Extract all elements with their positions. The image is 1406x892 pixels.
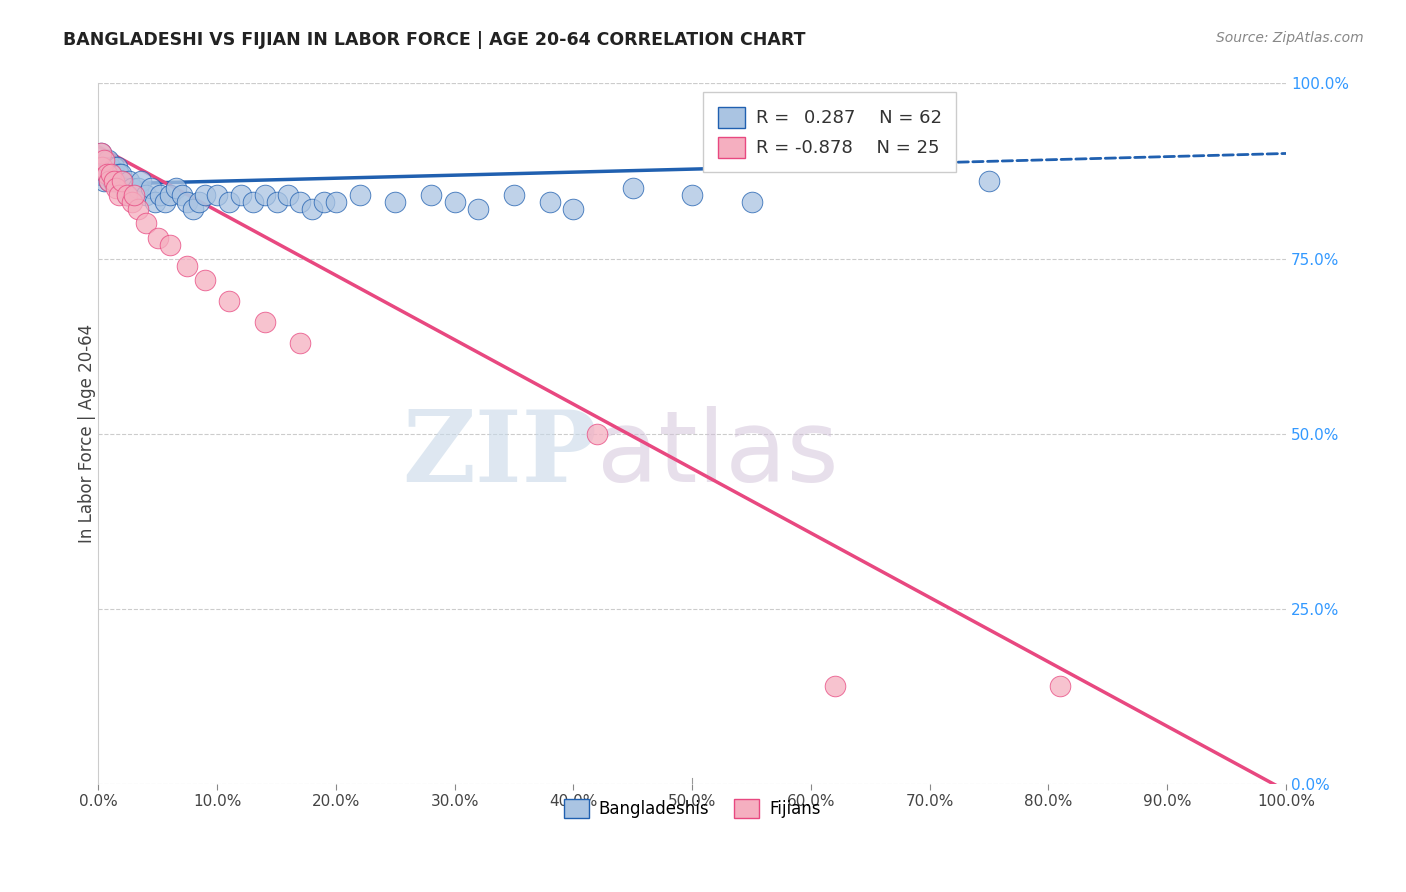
Point [100, 168, 122, 182]
Point [218, 195, 240, 210]
Point [91, 168, 114, 182]
Point [145, 195, 167, 210]
Point [149, 188, 172, 202]
Point [194, 188, 217, 202]
Point [170, 188, 193, 202]
Point [562, 202, 585, 217]
Point [93, 153, 115, 168]
Point [135, 188, 157, 202]
Point [93, 174, 115, 188]
Point [111, 174, 134, 188]
Point [127, 202, 149, 217]
Point [183, 202, 205, 217]
Point [135, 217, 157, 231]
Point [90, 146, 112, 161]
Point [176, 259, 198, 273]
Point [98, 161, 121, 175]
Point [105, 161, 128, 175]
Point [108, 174, 131, 188]
Point [188, 195, 211, 210]
Point [100, 168, 122, 182]
Point [741, 195, 763, 210]
Point [800, 132, 823, 146]
Point [467, 202, 489, 217]
Point [111, 174, 134, 188]
Point [115, 188, 138, 202]
Point [94, 161, 117, 175]
Point [91, 161, 114, 175]
Point [97, 153, 120, 168]
Point [122, 188, 145, 202]
Point [153, 195, 176, 210]
Point [253, 314, 276, 328]
Point [96, 168, 118, 182]
Point [681, 188, 703, 202]
Point [290, 335, 312, 350]
Point [103, 161, 125, 175]
Point [503, 188, 526, 202]
Point [98, 174, 121, 188]
Point [139, 181, 162, 195]
Y-axis label: In Labor Force | Age 20-64: In Labor Force | Age 20-64 [79, 324, 96, 543]
Point [96, 168, 118, 182]
Point [115, 188, 138, 202]
Point [253, 188, 276, 202]
Point [349, 188, 371, 202]
Point [384, 195, 406, 210]
Point [122, 188, 145, 202]
Point [110, 168, 132, 182]
Point [586, 426, 609, 441]
Point [114, 181, 136, 195]
Point [104, 168, 127, 182]
Point [91, 161, 114, 175]
Point [107, 188, 129, 202]
Point [146, 230, 169, 244]
Text: BANGLADESHI VS FIJIAN IN LABOR FORCE | AGE 20-64 CORRELATION CHART: BANGLADESHI VS FIJIAN IN LABOR FORCE | A… [63, 31, 806, 49]
Point [159, 237, 181, 252]
Point [121, 181, 143, 195]
Text: atlas: atlas [598, 406, 839, 503]
Point [312, 195, 335, 210]
Point [443, 195, 465, 210]
Point [90, 146, 112, 161]
Point [107, 168, 129, 182]
Legend: Bangladeshis, Fijians: Bangladeshis, Fijians [557, 792, 827, 824]
Point [977, 174, 1000, 188]
Point [824, 679, 846, 693]
Point [538, 195, 561, 210]
Point [266, 195, 288, 210]
Point [105, 181, 128, 195]
Point [98, 174, 121, 188]
Point [242, 195, 264, 210]
Text: ZIP: ZIP [402, 406, 598, 503]
Point [325, 195, 347, 210]
Point [277, 188, 299, 202]
Point [218, 293, 240, 308]
Point [105, 174, 128, 188]
Point [129, 174, 152, 188]
Point [101, 174, 124, 188]
Point [121, 195, 143, 210]
Point [165, 181, 187, 195]
Point [301, 202, 323, 217]
Point [621, 181, 644, 195]
Point [127, 181, 149, 195]
Point [118, 174, 141, 188]
Point [176, 195, 198, 210]
Point [419, 188, 441, 202]
Point [290, 195, 312, 210]
Point [229, 188, 252, 202]
Text: Source: ZipAtlas.com: Source: ZipAtlas.com [1216, 31, 1364, 45]
Point [103, 174, 125, 188]
Point [205, 188, 228, 202]
Point [159, 188, 181, 202]
Point [1049, 679, 1071, 693]
Point [194, 272, 217, 286]
